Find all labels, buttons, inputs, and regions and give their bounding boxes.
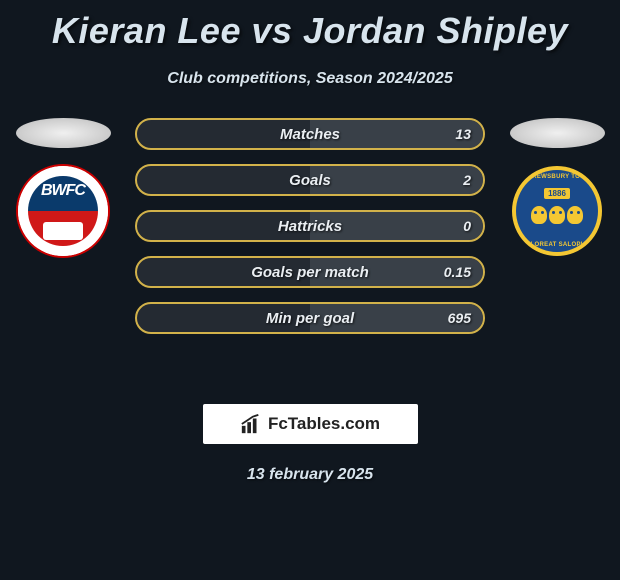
stat-label: Goals per match [251,264,369,281]
page-title: Kieran Lee vs Jordan Shipley [0,0,620,52]
brand-text: FcTables.com [268,414,380,434]
club-logo-right-text-bottom: FLOREAT SALOPIA [527,242,588,248]
club-logo-right-year: 1886 [544,188,570,199]
stat-value-right: 13 [455,126,471,142]
stat-value-right: 0 [463,218,471,234]
club-logo-right: SHREWSBURY TOWN 1886 FLOREAT SALOPIA [512,166,602,256]
lion-icon [531,206,547,224]
player-left-column: BWFC [8,118,118,256]
stat-label: Matches [280,126,340,143]
stat-label: Goals [289,172,331,189]
footer-date: 13 february 2025 [0,466,620,484]
player-right-column: SHREWSBURY TOWN 1886 FLOREAT SALOPIA [502,118,612,256]
lion-icon [549,206,565,224]
comparison-area: BWFC SHREWSBURY TOWN 1886 FLOREAT SALOPI… [0,118,620,378]
stat-label: Hattricks [278,218,342,235]
player-right-avatar-placeholder [510,118,605,148]
stat-row: Goals 2 [135,164,485,196]
club-logo-left-inner: BWFC [28,176,98,246]
subtitle: Club competitions, Season 2024/2025 [0,70,620,88]
brand-box[interactable]: FcTables.com [203,404,418,444]
stat-row: Matches 13 [135,118,485,150]
player-left-avatar-placeholder [16,118,111,148]
club-logo-right-text-top: SHREWSBURY TOWN [523,174,590,180]
stat-fill-right [310,166,483,194]
club-logo-left-text: BWFC [41,182,85,200]
stat-row: Goals per match 0.15 [135,256,485,288]
stat-label: Min per goal [266,310,354,327]
stat-value-right: 0.15 [444,264,471,280]
stat-row: Min per goal 695 [135,302,485,334]
stat-value-right: 2 [463,172,471,188]
bar-chart-icon [240,413,262,435]
club-logo-left-ribbon [43,222,83,240]
club-logo-right-lions [531,206,583,224]
stat-row: Hattricks 0 [135,210,485,242]
lion-icon [567,206,583,224]
club-logo-left: BWFC [18,166,108,256]
stat-bars: Matches 13 Goals 2 Hattricks 0 Goals per match… [135,118,485,334]
stat-value-right: 695 [448,310,471,326]
